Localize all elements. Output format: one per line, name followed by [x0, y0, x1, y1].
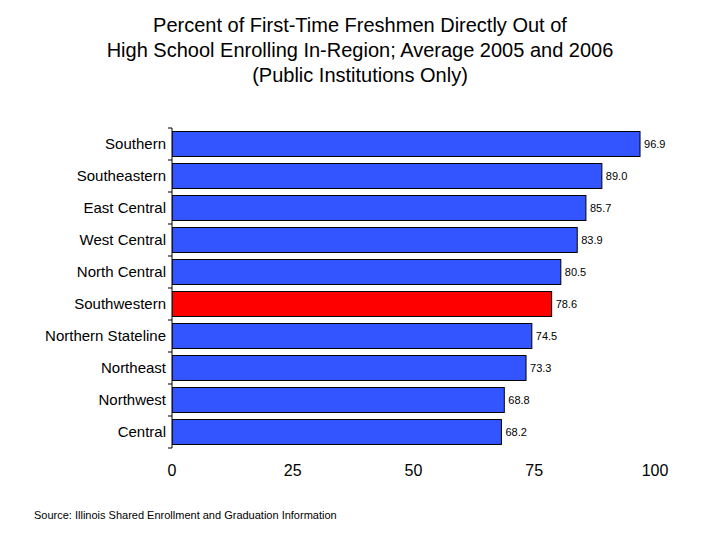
category-label: North Central — [77, 263, 166, 280]
category-tick — [168, 224, 172, 225]
category-label: Southwestern — [74, 295, 166, 312]
category-tick — [168, 128, 172, 129]
data-label: 83.9 — [581, 234, 602, 246]
x-tick-label: 100 — [642, 462, 669, 479]
category-tick — [168, 256, 172, 257]
category-label: Southeastern — [77, 167, 166, 184]
category-label: Northern Stateline — [45, 327, 166, 344]
category-tick — [168, 448, 172, 449]
data-label: 74.5 — [536, 330, 557, 342]
category-tick — [168, 288, 172, 289]
category-tick — [168, 352, 172, 353]
title-line: High School Enrolling In-Region; Average… — [107, 39, 614, 61]
bar — [172, 420, 501, 445]
category-tick — [168, 384, 172, 385]
bar — [172, 196, 586, 221]
bar — [172, 164, 602, 189]
category-tick — [168, 160, 172, 161]
category-label: Northwest — [98, 391, 166, 408]
category-tick — [168, 416, 172, 417]
bar — [172, 324, 532, 349]
bar — [172, 356, 526, 381]
x-tick-label: 25 — [284, 462, 302, 479]
bar — [172, 228, 577, 253]
x-tick-label: 75 — [525, 462, 543, 479]
category-label: Central — [118, 423, 166, 440]
data-label: 85.7 — [590, 202, 611, 214]
y-axis — [172, 128, 173, 448]
title-line: (Public Institutions Only) — [252, 64, 468, 86]
x-tick-label: 50 — [405, 462, 423, 479]
bar — [172, 388, 504, 413]
category-tick — [168, 192, 172, 193]
data-label: 80.5 — [565, 266, 586, 278]
category-label: Southern — [105, 135, 166, 152]
data-label: 78.6 — [556, 298, 577, 310]
category-tick — [168, 320, 172, 321]
chart: Percent of First-Time Freshmen Directly … — [0, 0, 720, 540]
category-label: West Central — [80, 231, 166, 248]
data-label: 68.8 — [508, 394, 529, 406]
x-tick-label: 0 — [168, 462, 177, 479]
bar — [172, 132, 640, 157]
bars — [172, 132, 640, 445]
bar — [172, 260, 561, 285]
bar — [172, 292, 552, 317]
title: Percent of First-Time Freshmen Directly … — [107, 14, 614, 86]
category-label: Northeast — [101, 359, 167, 376]
labels: Southern 96.9 Southeastern 89.0 East Central… — [45, 135, 665, 440]
data-label: 89.0 — [606, 170, 627, 182]
data-label: 96.9 — [644, 138, 665, 150]
category-label: East Central — [83, 199, 166, 216]
data-label: 73.3 — [530, 362, 551, 374]
title-line: Percent of First-Time Freshmen Directly … — [153, 14, 567, 36]
source-note: Source: Illinois Shared Enrollment and G… — [34, 509, 337, 521]
data-label: 68.2 — [505, 426, 526, 438]
